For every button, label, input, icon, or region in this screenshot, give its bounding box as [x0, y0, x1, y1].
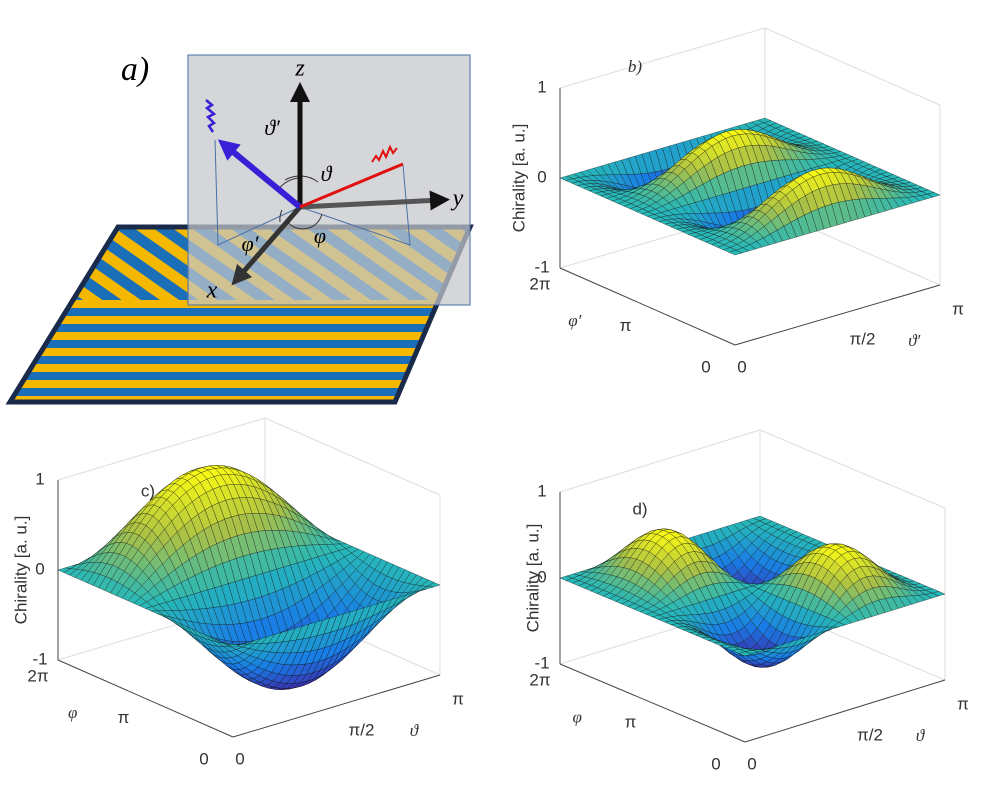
surface-patch — [738, 651, 753, 657]
panel-d: 1 0 -12π π 0 0 π/2 π φ ϑ Chirality [a. u.] d) — [523, 429, 969, 773]
theta-tick-label: π — [952, 299, 964, 318]
surface-patch — [728, 250, 743, 256]
z-axis-label: Chirality [a. u.] — [509, 124, 528, 233]
theta-axis-label: ϑ — [410, 721, 420, 740]
phi-tick-label: 2π — [529, 670, 550, 689]
theta-tick-label: π — [452, 689, 464, 708]
box-edge — [264, 417, 441, 496]
x-label: x — [206, 278, 218, 304]
theta-prime-label: ϑ′ — [264, 115, 281, 140]
arc-phi — [285, 213, 323, 230]
phi-tick-label: 2π — [529, 274, 550, 293]
z-axis-label: Chirality [a. u.] — [523, 524, 542, 633]
z-tick-label: 1 — [35, 469, 44, 488]
theta-axis — [734, 284, 941, 346]
z-tick-label: -1 — [534, 653, 549, 672]
theta-tick-label: 0 — [737, 357, 746, 376]
panel-label: d) — [632, 499, 647, 518]
theta-tick-label: 0 — [747, 754, 756, 773]
phi-tick-label: 0 — [701, 357, 710, 376]
phi-axis — [57, 659, 234, 738]
incidence-plane — [187, 54, 471, 306]
phi-tick-label: π — [625, 712, 637, 731]
y-label: y — [451, 186, 464, 212]
cone-right — [299, 164, 411, 246]
theta-tick-label: π/2 — [857, 725, 883, 744]
z-tick-label: -1 — [32, 649, 47, 668]
phi-axis — [559, 267, 736, 346]
cone-left — [214, 139, 301, 246]
theta-tick-label: π — [957, 694, 969, 713]
surface — [559, 117, 941, 256]
box-edge — [764, 27, 941, 106]
panel-b: 1 0 -12π π 0 0 π/2 π φ′ ϑ′ Chirality [a. u.] b) — [509, 27, 964, 376]
phi-label: φ — [314, 223, 326, 248]
incident-beam — [299, 162, 404, 209]
panel-label: b) — [628, 57, 643, 76]
box-edge — [559, 27, 766, 89]
theta-axis-label: ϑ — [916, 726, 926, 745]
incident-wave — [371, 144, 398, 163]
z-tick-label: -1 — [534, 257, 549, 276]
z-tick-label: 1 — [537, 481, 546, 500]
phi-axis-label: φ — [68, 703, 77, 722]
z-tick-label: 0 — [35, 559, 44, 578]
surface-patch — [227, 644, 240, 648]
z-axis-label: Chirality [a. u.] — [11, 516, 30, 625]
z-label: z — [294, 56, 305, 82]
y-axis — [299, 190, 450, 211]
emitted-beam — [217, 139, 302, 210]
panel-c: 1 0 -12π π 0 0 π/2 π φ ϑ Chirality [a. u.] c) — [11, 417, 464, 768]
phi-axis-label: φ′ — [568, 311, 581, 330]
z-tick-label: 1 — [537, 77, 546, 96]
theta-axis-label: ϑ′ — [908, 331, 920, 350]
phi-axis — [559, 663, 746, 743]
x-axis — [231, 205, 302, 286]
phi-prime-label: φ′ — [242, 231, 260, 256]
theta-axis — [232, 674, 441, 738]
horizontal-stripes — [10, 300, 470, 402]
phi-tick-label: π — [118, 708, 130, 727]
emitted-wave — [204, 99, 217, 133]
phi-tick-label: 0 — [199, 749, 208, 768]
theta-label: ϑ — [321, 161, 333, 186]
box-edge — [759, 429, 946, 509]
panel-label: c) — [141, 481, 155, 500]
z-tick-label: 0 — [537, 567, 546, 586]
phi-tick-label: π — [620, 316, 632, 335]
surface — [559, 515, 946, 668]
surface — [57, 465, 441, 690]
box-edge — [57, 417, 266, 481]
theta-tick-label: π/2 — [850, 329, 876, 348]
arc-phi-prime — [279, 209, 283, 223]
phi-axis-label: φ — [573, 707, 582, 726]
box-edge — [559, 429, 761, 493]
theta-axis — [744, 679, 946, 743]
phi-tick-label: 2π — [27, 666, 48, 685]
phi-tick-label: 0 — [711, 754, 720, 773]
theta-tick-label: π/2 — [349, 720, 375, 739]
panel-label: a) — [121, 51, 149, 88]
panel-a: a) z y x ϑ′ ϑ φ′ φ — [5, 51, 474, 405]
z-tick-label: 0 — [537, 167, 546, 186]
theta-tick-label: 0 — [235, 749, 244, 768]
